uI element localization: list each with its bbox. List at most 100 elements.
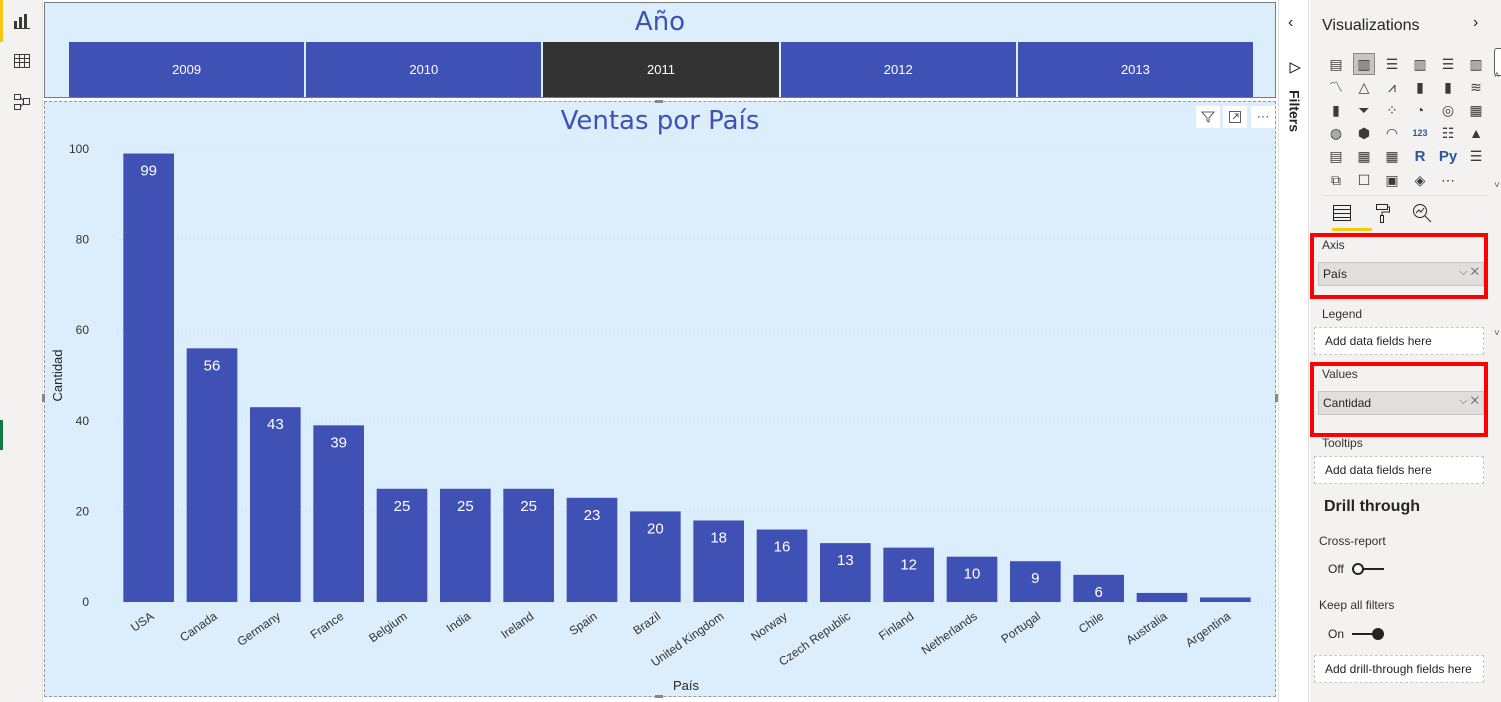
values-field-name: Cantidad bbox=[1323, 396, 1372, 410]
power-apps-icon[interactable]: ◈ bbox=[1414, 171, 1426, 188]
bar-ireland bbox=[503, 488, 554, 602]
y-tick-label: 20 bbox=[76, 504, 90, 518]
keep-filters-state: On bbox=[1328, 627, 1345, 641]
field-controls[interactable]: ⌵ ✕ bbox=[1459, 395, 1479, 407]
view-switcher-rail bbox=[0, 0, 43, 702]
decomposition-tree-icon[interactable]: ⧉ bbox=[1331, 171, 1341, 188]
filters-label[interactable]: Filters bbox=[1286, 90, 1303, 133]
data-label: 23 bbox=[584, 507, 601, 524]
focus-mode-icon[interactable] bbox=[1223, 106, 1247, 128]
line-chart-icon[interactable]: 〽 bbox=[1329, 79, 1343, 95]
data-label: 25 bbox=[457, 498, 474, 515]
ribbon-chart-icon[interactable]: ≋ bbox=[1470, 78, 1482, 95]
axis-field[interactable]: País ⌵ ✕ bbox=[1318, 262, 1484, 286]
fields-pane-edge[interactable] bbox=[1494, 48, 1501, 76]
fields-tab-icon[interactable] bbox=[1330, 200, 1354, 226]
resize-handle-bottom[interactable] bbox=[655, 695, 663, 698]
slicer-icon[interactable]: ▤ bbox=[1329, 147, 1343, 164]
bar-netherlands bbox=[946, 556, 998, 602]
kpi-icon[interactable]: ▲ bbox=[1469, 125, 1483, 141]
data-label: 9 bbox=[1031, 570, 1039, 587]
area-chart-icon[interactable]: △ bbox=[1358, 78, 1370, 95]
cross-report-toggle[interactable]: Off bbox=[1328, 562, 1384, 576]
chevron-right-icon[interactable]: › bbox=[1473, 14, 1479, 31]
year-button-2009[interactable]: 2009 bbox=[69, 42, 305, 97]
year-button-2012[interactable]: 2012 bbox=[780, 42, 1016, 97]
resize-handle-top[interactable] bbox=[655, 100, 663, 103]
python-visual-icon[interactable]: Py bbox=[1438, 147, 1458, 165]
x-tick-label: Argentina bbox=[1183, 609, 1233, 650]
bar-united-kingdom bbox=[693, 520, 744, 602]
keep-filters-toggle[interactable]: On bbox=[1328, 627, 1385, 641]
filters-pane[interactable]: ‹ Filters bbox=[1278, 0, 1309, 702]
clustered-column-icon[interactable]: ▥ bbox=[1413, 55, 1427, 72]
waterfall-icon[interactable]: ▮ bbox=[1332, 101, 1340, 118]
tooltips-label: Tooltips bbox=[1322, 436, 1363, 450]
scatter-icon[interactable]: ⁘ bbox=[1386, 101, 1398, 118]
bar-chart-visual[interactable]: Ventas por País ⋯ 0 20 40 60 80 100 Cantidad 99… bbox=[42, 100, 1278, 698]
donut-chart-icon[interactable]: ◎ bbox=[1441, 101, 1455, 118]
resize-handle-right[interactable] bbox=[1275, 394, 1278, 402]
year-slicer: Año 2009 2010 2011 2012 2013 bbox=[44, 2, 1276, 98]
chart-title: Ventas por País bbox=[560, 106, 760, 136]
x-tick-label: Ireland bbox=[498, 609, 536, 642]
drill-through-well[interactable]: Add drill-through fields here bbox=[1314, 655, 1484, 683]
key-influencers-icon[interactable]: ☰ bbox=[1469, 147, 1483, 164]
x-tick-label: Canada bbox=[177, 609, 220, 645]
clustered-bar-icon[interactable]: ☰ bbox=[1385, 55, 1399, 72]
100-bar-icon[interactable]: ☰ bbox=[1441, 55, 1455, 72]
smart-narrative-icon[interactable]: ▣ bbox=[1385, 171, 1399, 188]
chevron-up-icon[interactable]: ˄ bbox=[1494, 70, 1500, 81]
gauge-icon[interactable]: ◠ bbox=[1385, 124, 1399, 141]
toggle-switch[interactable] bbox=[1351, 563, 1384, 575]
x-axis-title: País bbox=[673, 678, 700, 693]
resize-handle-left[interactable] bbox=[42, 394, 45, 402]
table-icon[interactable]: ▦ bbox=[1357, 147, 1371, 164]
bar-norway bbox=[756, 529, 808, 602]
stacked-bar-icon[interactable]: ▤ bbox=[1329, 55, 1343, 72]
model-view-icon[interactable] bbox=[12, 92, 32, 112]
chevron-down-icon[interactable]: ˅ bbox=[1494, 180, 1500, 191]
map-icon[interactable]: ◍ bbox=[1329, 124, 1343, 141]
matrix-icon[interactable]: ▦ bbox=[1385, 147, 1399, 164]
year-button-2013[interactable]: 2013 bbox=[1017, 42, 1254, 97]
stacked-column-icon[interactable]: ▥ bbox=[1353, 53, 1375, 75]
treemap-icon[interactable]: ▦ bbox=[1469, 101, 1483, 118]
line-clustered-icon[interactable]: ▮ bbox=[1444, 78, 1452, 95]
toggle-switch[interactable] bbox=[1352, 628, 1385, 640]
cross-report-label: Cross-report bbox=[1319, 534, 1386, 548]
chevron-down-icon[interactable]: ˅ bbox=[1494, 328, 1500, 339]
data-label: 16 bbox=[774, 539, 791, 556]
x-tick-label: France bbox=[308, 609, 347, 642]
report-view-icon[interactable] bbox=[12, 11, 32, 31]
funnel-icon[interactable]: ⏷ bbox=[1358, 101, 1370, 118]
format-paint-roller-icon[interactable] bbox=[1370, 200, 1394, 226]
card-icon[interactable]: 123 bbox=[1412, 128, 1428, 138]
bar-brazil bbox=[630, 511, 681, 602]
tooltips-well[interactable]: Add data fields here bbox=[1314, 456, 1484, 484]
multi-row-card-icon[interactable]: ☷ bbox=[1441, 124, 1455, 141]
field-controls[interactable]: ⌵ ✕ bbox=[1459, 266, 1479, 278]
x-tick-label: Spain bbox=[567, 609, 600, 638]
stacked-area-icon[interactable]: ⩘ bbox=[1388, 78, 1396, 95]
legend-well[interactable]: Add data fields here bbox=[1314, 327, 1484, 355]
filled-map-icon[interactable]: ⬢ bbox=[1357, 124, 1371, 141]
x-tick-label: Chile bbox=[1076, 609, 1107, 636]
more-options-icon[interactable]: ⋯ bbox=[1251, 106, 1275, 128]
r-visual-icon[interactable]: R bbox=[1414, 147, 1426, 165]
year-button-2010[interactable]: 2010 bbox=[306, 42, 542, 97]
slicer-title: Año bbox=[634, 7, 686, 37]
100-column-icon[interactable]: ▥ bbox=[1469, 55, 1483, 72]
data-label: 12 bbox=[900, 557, 917, 574]
values-field[interactable]: Cantidad ⌵ ✕ bbox=[1318, 391, 1484, 415]
filter-icon[interactable] bbox=[1196, 106, 1220, 128]
data-view-icon[interactable] bbox=[12, 51, 32, 71]
chevron-left-icon[interactable]: ‹ bbox=[1288, 14, 1294, 31]
analytics-magnifier-icon[interactable] bbox=[1410, 200, 1434, 226]
line-column-icon[interactable]: ▮ bbox=[1416, 78, 1424, 95]
more-visuals-icon[interactable]: ⋯ bbox=[1441, 171, 1455, 188]
year-button-2011[interactable]: 2011 bbox=[543, 42, 779, 97]
pie-chart-icon[interactable]: ◔ bbox=[1415, 102, 1425, 118]
qa-icon[interactable]: ☐ bbox=[1357, 171, 1371, 188]
